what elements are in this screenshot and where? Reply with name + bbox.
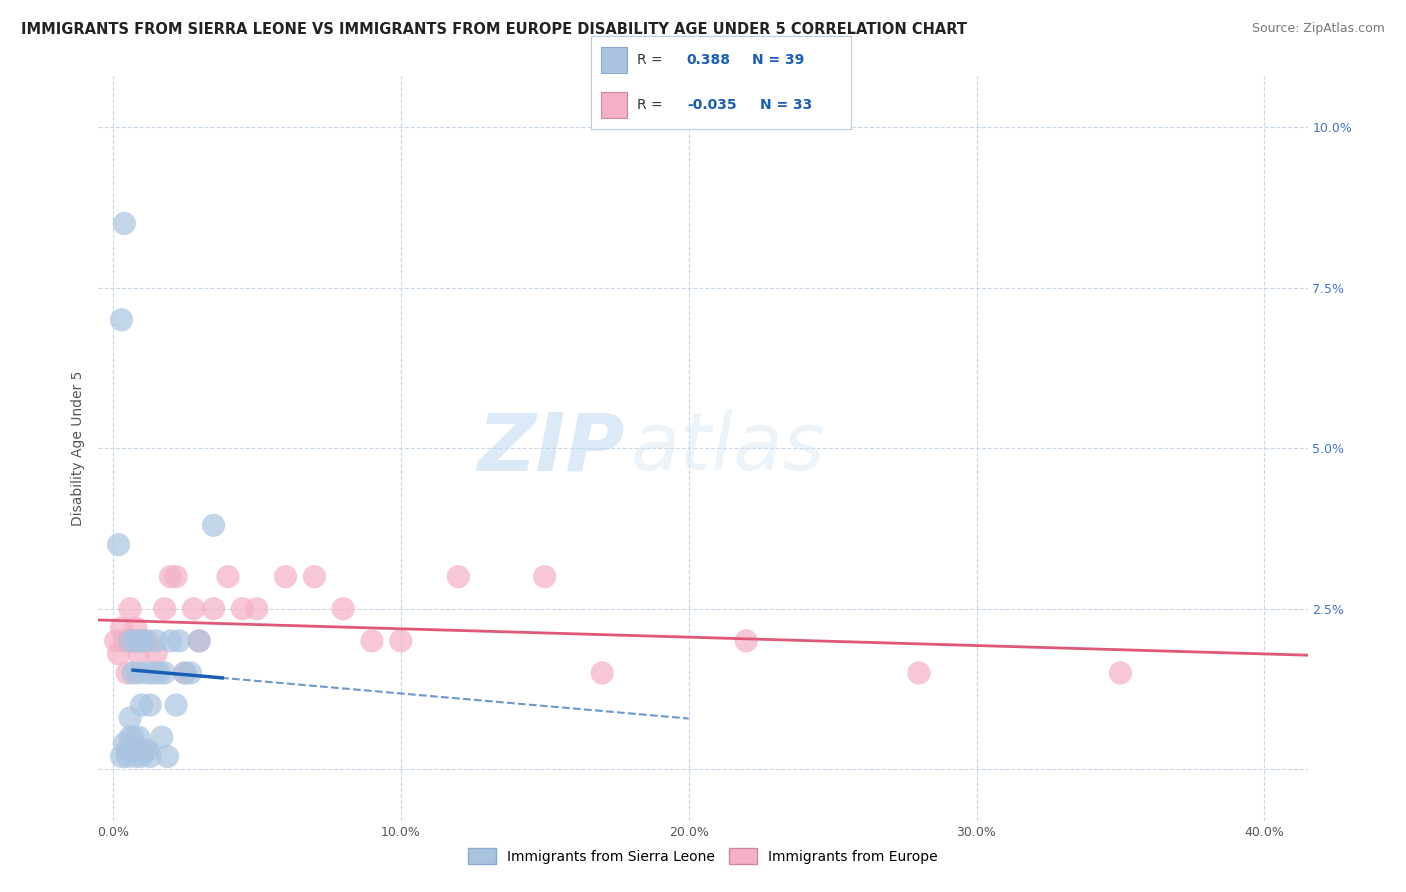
Text: IMMIGRANTS FROM SIERRA LEONE VS IMMIGRANTS FROM EUROPE DISABILITY AGE UNDER 5 CO: IMMIGRANTS FROM SIERRA LEONE VS IMMIGRAN… bbox=[21, 22, 967, 37]
Point bbox=[173, 665, 195, 680]
Point bbox=[120, 633, 142, 648]
Point bbox=[128, 665, 150, 680]
Point bbox=[153, 601, 176, 615]
Point bbox=[361, 633, 384, 648]
Point bbox=[274, 569, 297, 583]
Point bbox=[120, 601, 142, 615]
Point bbox=[128, 730, 150, 744]
Point bbox=[591, 665, 613, 680]
Text: N = 33: N = 33 bbox=[759, 98, 811, 112]
Point bbox=[533, 569, 555, 583]
Point bbox=[112, 737, 135, 751]
Point bbox=[908, 665, 931, 680]
Point bbox=[112, 633, 135, 648]
Point bbox=[159, 633, 181, 648]
Text: N = 39: N = 39 bbox=[752, 53, 804, 67]
Point bbox=[136, 665, 159, 680]
Point bbox=[120, 711, 142, 725]
Point bbox=[142, 665, 165, 680]
Point bbox=[148, 665, 170, 680]
Point bbox=[122, 633, 145, 648]
Point bbox=[167, 633, 190, 648]
Point bbox=[115, 749, 138, 764]
Point bbox=[120, 730, 142, 744]
Text: R =: R = bbox=[637, 98, 668, 112]
Point bbox=[246, 601, 269, 615]
Point bbox=[447, 569, 470, 583]
Point bbox=[145, 647, 167, 661]
Point bbox=[202, 518, 225, 533]
Point bbox=[217, 569, 239, 583]
Text: 0.388: 0.388 bbox=[686, 53, 731, 67]
Point bbox=[389, 633, 412, 648]
Point bbox=[173, 665, 195, 680]
Point bbox=[139, 749, 162, 764]
Point bbox=[128, 647, 150, 661]
Point bbox=[136, 633, 159, 648]
Point bbox=[115, 743, 138, 757]
Point bbox=[188, 633, 211, 648]
Point bbox=[125, 621, 148, 635]
Point bbox=[183, 601, 205, 615]
Point bbox=[180, 665, 202, 680]
Point bbox=[110, 621, 132, 635]
Point bbox=[150, 730, 173, 744]
Point bbox=[139, 698, 162, 712]
Point bbox=[145, 633, 167, 648]
Point bbox=[131, 698, 153, 712]
Point bbox=[134, 743, 156, 757]
Point bbox=[125, 743, 148, 757]
Point bbox=[735, 633, 758, 648]
Point bbox=[125, 749, 148, 764]
Text: Source: ZipAtlas.com: Source: ZipAtlas.com bbox=[1251, 22, 1385, 36]
Point bbox=[104, 633, 127, 648]
Point bbox=[1109, 665, 1132, 680]
Point bbox=[131, 749, 153, 764]
Point bbox=[165, 569, 187, 583]
Point bbox=[122, 665, 145, 680]
Point bbox=[125, 633, 148, 648]
Point bbox=[188, 633, 211, 648]
FancyBboxPatch shape bbox=[600, 92, 627, 118]
Point bbox=[134, 633, 156, 648]
Point bbox=[153, 665, 176, 680]
Text: R =: R = bbox=[637, 53, 668, 67]
FancyBboxPatch shape bbox=[600, 47, 627, 73]
Point bbox=[131, 633, 153, 648]
Point bbox=[107, 647, 129, 661]
Legend: Immigrants from Sierra Leone, Immigrants from Europe: Immigrants from Sierra Leone, Immigrants… bbox=[463, 842, 943, 870]
Point bbox=[110, 313, 132, 327]
Text: -0.035: -0.035 bbox=[686, 98, 737, 112]
Point bbox=[156, 749, 179, 764]
Point bbox=[136, 743, 159, 757]
Point bbox=[159, 569, 181, 583]
Point bbox=[304, 569, 326, 583]
Point bbox=[110, 749, 132, 764]
Point bbox=[131, 633, 153, 648]
Y-axis label: Disability Age Under 5: Disability Age Under 5 bbox=[72, 370, 86, 526]
Point bbox=[112, 217, 135, 231]
Point bbox=[115, 665, 138, 680]
Text: atlas: atlas bbox=[630, 409, 825, 487]
Point bbox=[165, 698, 187, 712]
Point bbox=[202, 601, 225, 615]
Point bbox=[122, 730, 145, 744]
Text: ZIP: ZIP bbox=[477, 409, 624, 487]
Point bbox=[107, 537, 129, 551]
Point bbox=[332, 601, 354, 615]
Point bbox=[231, 601, 253, 615]
